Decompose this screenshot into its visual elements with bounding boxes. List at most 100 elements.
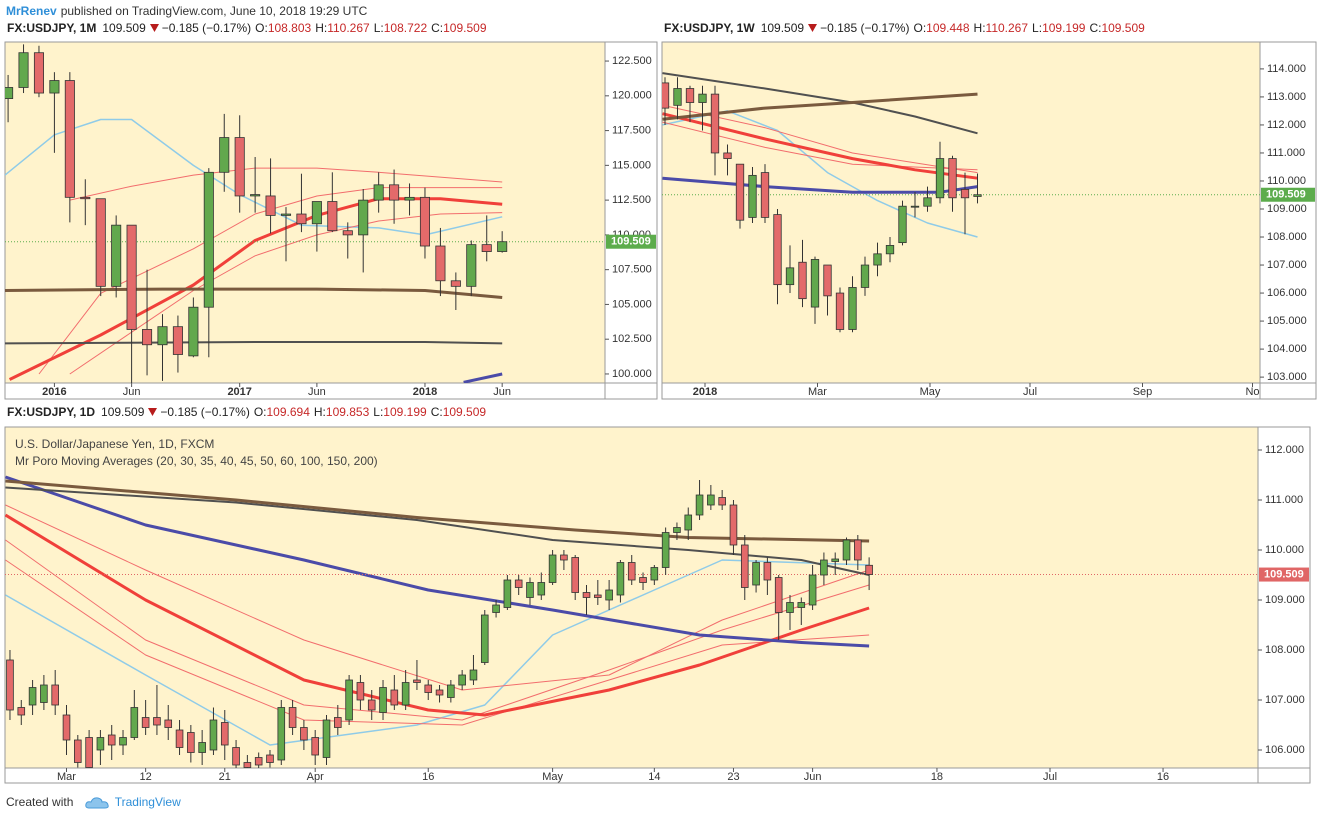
last-price-tag [606, 234, 656, 249]
candle-body [435, 245, 446, 282]
candle-body [798, 261, 807, 300]
y-tick-label: 106.000 [1267, 287, 1307, 299]
x-tick-label: 18 [931, 771, 943, 783]
moving-average [662, 112, 978, 180]
candle-body [342, 230, 353, 236]
candle-body [823, 264, 832, 297]
last-price-label: 109.509 [1264, 568, 1304, 580]
candle-body [594, 594, 602, 598]
footer: Created with TradingView [6, 795, 181, 810]
candle-body [311, 201, 322, 225]
candle-body [466, 244, 477, 287]
candle-body [808, 574, 817, 606]
y-tick-label: 107.000 [1267, 259, 1307, 271]
moving-average [5, 118, 503, 236]
candle-body [311, 737, 319, 756]
candle-body [80, 196, 91, 200]
y-tick-label: 112.000 [1265, 444, 1304, 456]
candle-body [842, 539, 851, 561]
candle-body [345, 679, 353, 721]
author[interactable]: MrRenev [6, 4, 57, 18]
y-tick-label: 111.000 [1267, 147, 1305, 159]
y-tick-label: 114.000 [1267, 63, 1306, 75]
y-tick-label: 112.000 [1267, 119, 1306, 131]
header-last: 109.509 [102, 21, 146, 35]
y-tick-label: 102.500 [612, 333, 652, 345]
y-tick-label: 107.000 [1265, 694, 1305, 706]
moving-average [5, 486, 870, 576]
candle-body [435, 689, 444, 696]
candle-body [367, 699, 376, 711]
moving-average [463, 372, 503, 383]
candle-body [28, 687, 37, 706]
candle-body [64, 80, 75, 198]
brand[interactable]: TradingView [114, 795, 181, 809]
y-tick-label: 120.000 [612, 90, 652, 102]
candle-body [40, 684, 48, 703]
x-tick-label: Jun [493, 386, 511, 398]
ohlc-key: C: [431, 21, 444, 35]
change: −0.185 (−0.17%) [820, 21, 910, 35]
candle-body [729, 504, 738, 546]
candle-body [820, 559, 828, 576]
chart-header: FX:USDJPY, 1D 109.509 −0.185 (−0.17%) O:109… [7, 405, 490, 419]
candle-body [973, 194, 982, 197]
x-tick-label: No [1245, 386, 1259, 398]
x-tick-label: Jun [804, 771, 822, 783]
candle-body [141, 717, 150, 728]
moving-average [5, 559, 870, 746]
down-arrow [148, 408, 158, 416]
candle-body [356, 682, 365, 701]
tradingview-logo[interactable] [85, 796, 111, 810]
moving-average [5, 341, 503, 345]
y-tick-label: 103.000 [1267, 371, 1307, 383]
candle-body [698, 93, 707, 103]
x-tick-label: Jun [123, 386, 141, 398]
candle-body [480, 614, 489, 663]
symbol: FX:USDJPY, 1D [7, 405, 96, 419]
plot-area [5, 42, 605, 383]
candle-body [96, 737, 105, 751]
candle-body [605, 589, 613, 601]
x-tick-label: 23 [727, 771, 739, 783]
ohlc-value: 109.509 [1101, 21, 1145, 35]
ohlc-key: O: [913, 21, 927, 35]
y-tick-label: 108.000 [1265, 644, 1305, 656]
ohlc-key: L: [1032, 21, 1043, 35]
candle-body [748, 174, 757, 218]
x-tick-label: 16 [1157, 771, 1169, 783]
candle-body [854, 539, 862, 561]
candle-body [327, 201, 338, 232]
candle-body [234, 137, 245, 197]
candle-body [718, 497, 726, 506]
header-last: 109.509 [760, 21, 805, 35]
candle-body [661, 532, 670, 568]
candle-body [164, 719, 173, 728]
candle-body [153, 717, 161, 726]
x-tick-label: 16 [422, 771, 434, 783]
ohlc-key: C: [1089, 21, 1102, 35]
ohlc-value: 110.267 [985, 21, 1029, 35]
x-tick-label: 2016 [42, 386, 66, 398]
candle-body [126, 224, 137, 330]
candle-body [960, 188, 970, 199]
candle-body [390, 689, 399, 706]
candle-body [695, 494, 704, 516]
candle-body [296, 213, 307, 225]
candle-body [62, 714, 71, 741]
x-tick-label: 12 [140, 771, 152, 783]
candle-body [773, 214, 782, 286]
candle-body [650, 567, 659, 581]
y-tick-label: 113.000 [1267, 91, 1306, 103]
x-tick-label: 2018 [693, 386, 717, 398]
candle-body [797, 602, 806, 608]
candle-body [497, 241, 508, 252]
candle-body [142, 329, 153, 346]
candle-body [616, 562, 625, 596]
candle-body [219, 137, 230, 173]
y-tick-label: 107.500 [612, 264, 652, 276]
candle-body [560, 554, 568, 561]
candle-body [537, 582, 546, 596]
ohlc-value: 108.722 [383, 21, 428, 35]
